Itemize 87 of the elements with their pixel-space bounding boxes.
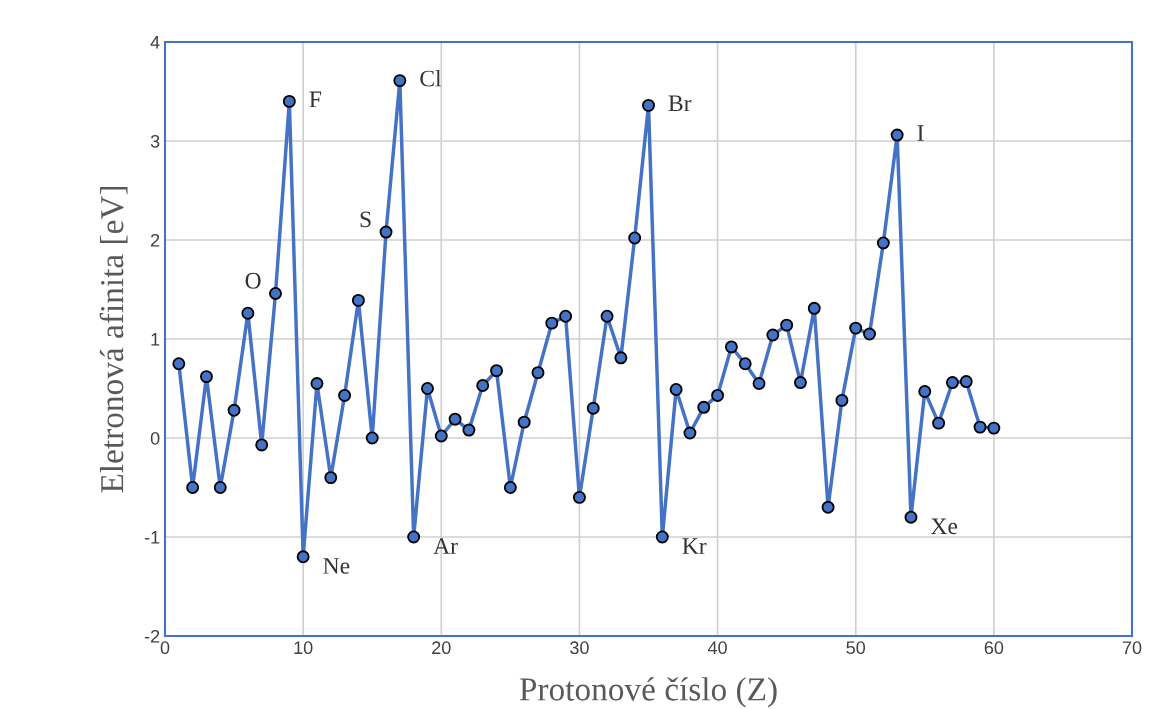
point xyxy=(959,375,973,389)
point xyxy=(572,490,586,504)
x-tick-label: 20 xyxy=(432,641,451,655)
point xyxy=(904,510,918,524)
point xyxy=(241,306,255,320)
point xyxy=(559,309,573,323)
point xyxy=(793,376,807,390)
point xyxy=(448,412,462,426)
point xyxy=(490,364,504,378)
point xyxy=(987,421,1001,435)
point xyxy=(724,340,738,354)
point xyxy=(462,423,476,437)
x-tick-label: 60 xyxy=(984,641,1004,655)
point xyxy=(614,351,628,365)
point xyxy=(199,370,213,384)
point xyxy=(531,366,545,380)
point xyxy=(393,74,407,88)
point xyxy=(434,429,448,443)
y-tick-label: 2 xyxy=(151,233,160,247)
point xyxy=(379,225,393,239)
point xyxy=(849,321,863,335)
point xyxy=(669,383,683,396)
point xyxy=(517,415,531,429)
point xyxy=(503,481,517,494)
point xyxy=(310,377,324,391)
annotation: I xyxy=(917,125,924,141)
point xyxy=(421,382,434,395)
point xyxy=(766,328,780,342)
point xyxy=(407,530,421,544)
point xyxy=(269,286,282,300)
x-tick-label: 40 xyxy=(707,641,727,655)
x-tick-label: 10 xyxy=(294,641,313,655)
point xyxy=(628,231,642,245)
annotation: Ne xyxy=(323,558,350,574)
point xyxy=(807,301,821,315)
point xyxy=(586,401,600,415)
point xyxy=(697,400,711,414)
point xyxy=(945,376,959,390)
x-axis-title: Protonové číslo (Z) xyxy=(519,677,777,708)
point xyxy=(600,309,614,323)
point xyxy=(918,385,932,398)
point xyxy=(752,377,766,391)
point xyxy=(324,471,338,485)
point xyxy=(863,327,876,341)
annotation: S xyxy=(360,211,371,228)
point xyxy=(186,481,200,494)
point xyxy=(213,481,227,494)
annotation: Kr xyxy=(682,538,707,554)
point xyxy=(282,94,296,108)
point xyxy=(365,431,379,445)
point xyxy=(172,357,186,371)
y-tick-label: 3 xyxy=(150,134,160,148)
annotation: Br xyxy=(668,95,692,112)
point xyxy=(655,530,669,544)
x-tick-label: 50 xyxy=(846,641,866,655)
point xyxy=(821,500,835,514)
point xyxy=(545,316,559,330)
annotation: Cl xyxy=(420,69,442,87)
point xyxy=(780,318,794,332)
point xyxy=(476,379,490,392)
y-axis-title: Eletronová afinita [eV] xyxy=(99,186,128,493)
annotation: Ar xyxy=(433,538,458,554)
point xyxy=(738,357,752,371)
annotation: F xyxy=(309,91,322,108)
point xyxy=(338,388,352,402)
point xyxy=(932,416,946,430)
point xyxy=(876,236,890,250)
annotation: O xyxy=(245,272,261,289)
point xyxy=(351,293,365,307)
point xyxy=(835,393,849,407)
point xyxy=(642,98,655,112)
point xyxy=(890,128,904,142)
y-tick-label: 0 xyxy=(150,431,160,445)
y-tick-label: 4 xyxy=(150,36,160,49)
y-tick-label: -1 xyxy=(144,531,160,544)
point xyxy=(296,550,310,564)
point xyxy=(255,438,269,452)
point xyxy=(711,388,725,402)
point xyxy=(973,420,987,434)
y-tick-label: 1 xyxy=(151,333,160,346)
point xyxy=(683,426,697,440)
annotation: Xe xyxy=(930,518,958,535)
y-tick-label: -2 xyxy=(144,629,160,643)
point xyxy=(227,403,241,417)
x-tick-label: 30 xyxy=(570,641,589,655)
x-tick-label: 0 xyxy=(160,641,170,655)
x-tick-label: 70 xyxy=(1122,641,1142,655)
